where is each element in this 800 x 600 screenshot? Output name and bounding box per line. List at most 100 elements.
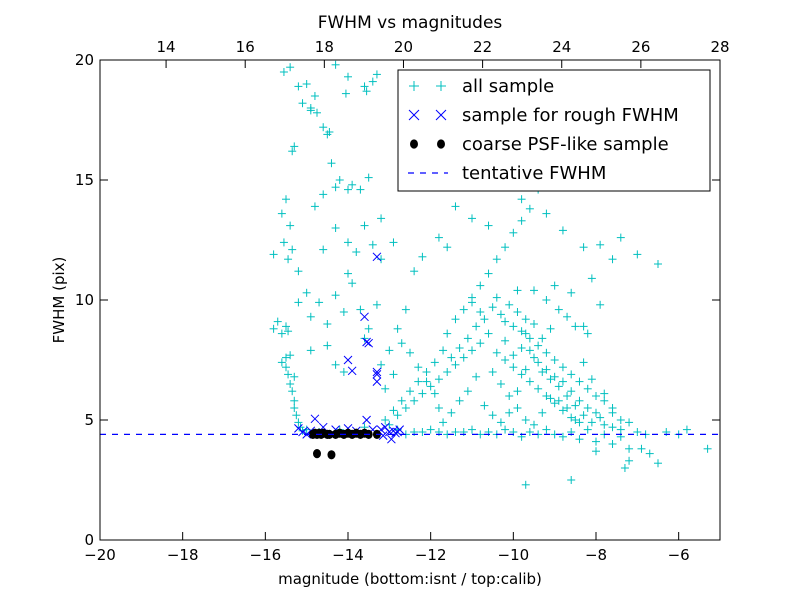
plus-point — [439, 346, 448, 355]
x-tick-label: −16 — [250, 546, 282, 564]
plus-point — [282, 363, 290, 372]
plus-point — [608, 255, 617, 264]
plus-point — [348, 279, 357, 288]
plus-point — [401, 404, 410, 412]
x-point — [372, 367, 382, 377]
plus-point — [443, 243, 452, 252]
plus-point — [575, 377, 584, 386]
plus-point — [521, 365, 530, 374]
plus-point — [362, 87, 371, 96]
plus-point — [364, 324, 373, 333]
plus-point — [654, 260, 662, 268]
plus-point — [563, 312, 572, 321]
plus-point — [542, 348, 551, 357]
top-tick-label: 28 — [710, 38, 729, 56]
plus-point — [426, 382, 435, 391]
plus-point — [288, 147, 297, 156]
plus-point — [294, 267, 303, 276]
plus-point — [447, 353, 456, 362]
top-tick-label: 14 — [157, 38, 176, 56]
plus-point — [410, 267, 419, 276]
plus-point — [525, 428, 534, 436]
axis-ticks: −20 −18 −16 −14 −12 −10 −8 −6 0 5 10 15 20 14 16 18 20 22… — [75, 38, 730, 564]
plus-point — [331, 183, 340, 192]
plus-point — [587, 274, 596, 283]
plus-point — [501, 356, 510, 364]
plus-point — [443, 368, 452, 376]
plus-point — [335, 176, 344, 184]
x-point-b — [360, 312, 369, 322]
x-point — [387, 434, 396, 444]
plus-point — [277, 358, 286, 367]
plus-point — [463, 334, 472, 343]
plus-point — [579, 243, 588, 252]
plus-point — [344, 72, 352, 81]
y-tick-label: 10 — [75, 291, 94, 309]
x-point-b — [380, 422, 390, 432]
plus-point — [434, 404, 443, 412]
plus-point — [682, 425, 691, 434]
plus-point — [550, 399, 559, 408]
plus-point — [422, 368, 431, 376]
x-point — [310, 414, 320, 424]
x-point — [372, 377, 382, 386]
plus-point — [546, 324, 555, 333]
y-tick-label: 15 — [75, 171, 94, 189]
plus-point — [579, 411, 588, 420]
plus-point — [530, 320, 538, 328]
x-tick-label: −12 — [415, 546, 447, 564]
plus-point — [525, 377, 534, 386]
plus-point — [476, 339, 485, 348]
plus-point — [513, 404, 522, 412]
plus-point — [505, 408, 514, 417]
plus-point — [310, 202, 319, 211]
plus-point — [288, 245, 297, 254]
plus-point — [472, 322, 481, 331]
plus-point — [282, 353, 290, 362]
x-point — [362, 337, 371, 347]
plus-point — [364, 173, 373, 182]
plus-point — [554, 396, 563, 405]
plus-point — [517, 195, 526, 204]
plus-point — [455, 344, 464, 352]
plus-point — [596, 300, 605, 309]
plus-point — [616, 425, 625, 434]
chart-title: FWHM vs magnitudes — [318, 13, 503, 33]
top-tick-label: 24 — [552, 38, 571, 56]
plus-point — [571, 401, 580, 410]
plus-point — [496, 380, 505, 388]
plus-point — [501, 317, 510, 326]
plus-point — [319, 190, 328, 199]
plus-point — [625, 456, 634, 465]
plus-point — [451, 360, 460, 369]
plus-point — [344, 185, 352, 194]
plus-point — [269, 250, 278, 259]
plus-point — [571, 322, 580, 331]
plus-point — [284, 370, 293, 379]
plus-point — [368, 77, 377, 86]
plus-point — [484, 269, 493, 278]
plus-point — [575, 435, 584, 444]
plus-point — [558, 363, 567, 372]
plus-point — [521, 315, 530, 324]
legend-label: tentative FWHM — [462, 163, 606, 184]
plus-point — [496, 418, 505, 427]
plus-point — [530, 420, 538, 429]
plus-point — [645, 449, 654, 458]
plus-point — [468, 214, 476, 223]
plus-point — [418, 428, 427, 436]
plus-point — [341, 89, 350, 98]
plus-point — [538, 368, 547, 376]
plus-point — [579, 358, 588, 367]
dot-point — [313, 449, 321, 459]
plus-point — [282, 195, 290, 204]
plus-point — [608, 423, 617, 432]
plus-point — [406, 387, 414, 396]
plus-point — [277, 329, 286, 338]
plus-point — [430, 358, 439, 367]
plus-point — [616, 416, 625, 424]
plus-point — [292, 411, 301, 420]
plus-point — [625, 418, 634, 427]
plus-point — [430, 389, 439, 398]
